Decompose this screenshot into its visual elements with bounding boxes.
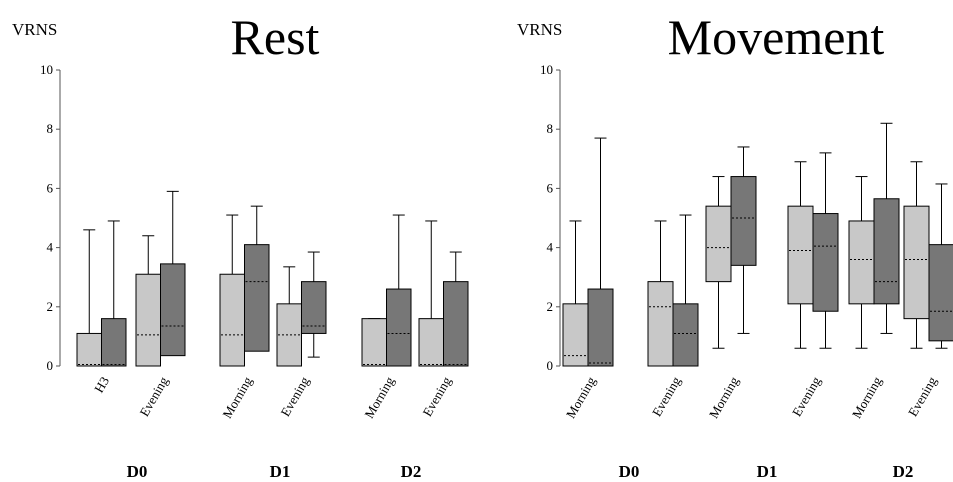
box-light: [418, 220, 444, 367]
box-dark: [386, 214, 412, 367]
iqr-box: [101, 318, 127, 367]
iqr-box: [873, 198, 900, 305]
iqr-box: [244, 244, 270, 352]
iqr-box: [787, 205, 814, 305]
x-category-label: Evening: [789, 374, 824, 419]
y-tick-label: 4: [47, 240, 54, 255]
x-category-label: H3: [91, 374, 112, 395]
iqr-box: [587, 288, 614, 367]
iqr-box: [219, 273, 245, 367]
iqr-box: [160, 263, 186, 357]
x-category-label: Evening: [419, 374, 454, 419]
box-light: [903, 161, 930, 349]
x-category-label: Evening: [136, 374, 171, 419]
panel-movement: Movement VRNS 0 2 4 6 8 10 Morning Evening D0 Morni…: [517, 9, 953, 481]
y-tick-label: 4: [547, 240, 554, 255]
box-light: [647, 220, 674, 367]
iqr-box: [386, 288, 412, 367]
iqr-box: [135, 273, 161, 367]
y-tick-label: 10: [540, 62, 553, 77]
box-light: [219, 214, 245, 367]
y-axis-label: VRNS: [12, 20, 57, 39]
box-dark: [928, 183, 953, 349]
day-label-d0: D0: [127, 462, 148, 481]
y-axis-label: VRNS: [517, 20, 562, 39]
x-category-label: Morning: [849, 374, 885, 421]
iqr-box: [443, 281, 469, 367]
box-dark: [101, 220, 127, 367]
iqr-box: [301, 281, 327, 334]
x-category-label: Morning: [706, 374, 742, 421]
panel-rest: Rest VRNS 0 2 4 6 8 10 H3 Evening D0 Morning Evening…: [12, 9, 469, 481]
y-tick-label: 2: [547, 299, 554, 314]
box-dark: [301, 251, 327, 358]
y-tick-label: 0: [47, 358, 54, 373]
iqr-box: [76, 332, 102, 367]
day-label-d0: D0: [619, 462, 640, 481]
x-category-label: Morning: [219, 374, 255, 421]
iqr-box: [562, 303, 589, 367]
y-tick-label: 8: [47, 121, 54, 136]
x-category-label: Evening: [649, 374, 684, 419]
y-tick-label: 2: [47, 299, 54, 314]
x-category-label: Morning: [563, 374, 599, 421]
x-category-label: Evening: [277, 374, 312, 419]
iqr-box: [903, 205, 930, 320]
iqr-box: [848, 220, 875, 305]
box-light: [135, 235, 161, 367]
day-label-d1: D1: [757, 462, 778, 481]
box-light: [276, 266, 302, 367]
iqr-box: [276, 303, 302, 367]
box-light: [705, 176, 732, 349]
box-light: [76, 229, 102, 367]
box-dark: [873, 122, 900, 334]
day-label-d2: D2: [893, 462, 914, 481]
box-dark: [160, 190, 186, 357]
iqr-box: [647, 281, 674, 367]
box-dark: [244, 205, 270, 352]
box-dark: [443, 251, 469, 367]
box-light: [787, 161, 814, 349]
box-dark: [672, 214, 699, 367]
box-light: [562, 220, 589, 367]
box-dark: [812, 152, 839, 349]
box-dark: [587, 137, 614, 367]
chart-title: Movement: [668, 9, 885, 65]
y-tick-label: 8: [547, 121, 554, 136]
chart-title: Rest: [231, 9, 320, 65]
iqr-box: [730, 176, 757, 266]
iqr-box: [812, 213, 839, 312]
iqr-box: [418, 318, 444, 367]
iqr-box: [928, 244, 953, 342]
day-label-d1: D1: [270, 462, 291, 481]
box-light: [361, 318, 387, 367]
x-category-label: Evening: [905, 374, 940, 419]
iqr-box: [705, 205, 732, 283]
iqr-box: [672, 303, 699, 367]
box-dark: [730, 146, 757, 334]
y-tick-label: 10: [40, 62, 53, 77]
y-tick-label: 6: [47, 180, 54, 195]
y-tick-label: 0: [547, 358, 554, 373]
day-label-d2: D2: [401, 462, 422, 481]
box-light: [848, 176, 875, 349]
iqr-box: [361, 318, 387, 367]
y-tick-label: 6: [547, 180, 554, 195]
x-category-label: Morning: [361, 374, 397, 421]
